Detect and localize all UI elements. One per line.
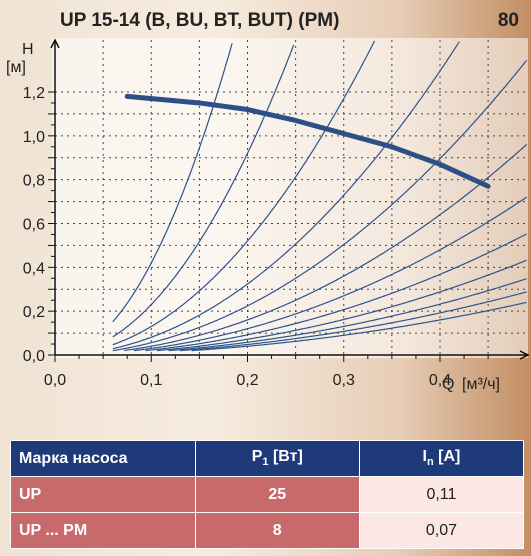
cell-model: UP ... PM (10, 512, 196, 549)
table-row: UP ... PM 8 0,07 (10, 512, 525, 549)
system-curves (112, 40, 528, 352)
x-tick-label: 0,1 (140, 372, 162, 389)
table-header-row: Марка насоса P1 [Вт] In [A] (10, 440, 525, 477)
y-axis-arrow (50, 38, 60, 49)
system-curve-1 (112, 44, 295, 338)
header-power-unit: [Вт] (268, 448, 303, 466)
system-curve-6 (133, 196, 527, 352)
x-axis-arrow (519, 350, 530, 360)
y-tick-label: 0,4 (23, 260, 45, 277)
header-current-symbol: I (422, 448, 427, 466)
data-point-0-0 (126, 95, 128, 97)
y-tick-label: 1,2 (23, 85, 45, 102)
system-curve-11 (191, 301, 527, 352)
cell-model: UP (10, 476, 196, 513)
data-point-0-4 (343, 133, 345, 135)
x-tick-label: 0,4 (429, 372, 451, 389)
y-tick-label: 0,6 (23, 217, 45, 234)
header-power: P1 [Вт] (194, 440, 360, 477)
cell-current: 0,11 (358, 476, 525, 513)
cell-current: 0,07 (358, 512, 525, 549)
axes (48, 38, 530, 362)
data-point-0-1 (198, 102, 200, 104)
system-curve-9 (168, 278, 527, 352)
chart-title: UP 15-14 (B, BU, BT, BUT) (PM) (60, 10, 340, 31)
pump-curve-chart: 0,0 0,2 0,4 0,6 0,8 1,0 1,2 0,0 0,1 0,2 0,3 0,4 H [… (6, 38, 530, 393)
system-curve-5 (124, 144, 528, 352)
data-point-0-3 (295, 119, 297, 121)
data-point-0-6 (439, 163, 441, 165)
data-point-0-5 (391, 146, 393, 148)
cell-power: 8 (194, 512, 360, 549)
header-pump-model: Марка насоса (10, 440, 196, 477)
system-curve-2 (112, 40, 376, 346)
header-current-unit: [A] (433, 448, 461, 466)
y-tick-label: 0,8 (23, 173, 45, 190)
system-curve-0 (112, 43, 233, 323)
y-tick-label: 0,0 (23, 348, 45, 365)
header-current-subscript: n (426, 456, 434, 469)
x-axis-unit: [м³/ч] (462, 376, 500, 393)
x-tick-label: 0,3 (333, 372, 355, 389)
tick-labels: 0,0 0,2 0,4 0,6 0,8 1,0 1,2 0,0 0,1 0,2 0,3 0,4 (23, 85, 451, 389)
header-power-symbol: P (251, 448, 263, 466)
header-power-subscript: 1 (262, 456, 269, 469)
plot-background (52, 38, 528, 358)
system-curve-8 (156, 259, 527, 352)
y-tick-label: 0,2 (23, 304, 45, 321)
grid (55, 40, 528, 355)
page-number: 80 (497, 10, 519, 31)
system-curve-10 (180, 291, 527, 352)
system-curve-3 (112, 41, 460, 350)
table-row: UP 25 0,11 (10, 476, 525, 513)
cell-power: 25 (194, 476, 360, 513)
x-axis-label: Q (442, 376, 454, 393)
x-tick-label: 0,0 (44, 372, 66, 389)
system-curve-4 (112, 59, 528, 352)
data-point-0-2 (247, 109, 248, 111)
series-line-0 (124, 93, 491, 189)
series-group (124, 93, 491, 189)
x-tick-label: 0,2 (236, 372, 258, 389)
system-curve-7 (145, 233, 527, 352)
y-tick-label: 1,0 (23, 129, 45, 146)
y-axis-unit: [м] (6, 59, 26, 76)
y-axis-label: H (22, 41, 34, 58)
data-point-0-7 (487, 185, 489, 187)
pump-spec-table: Марка насоса P1 [Вт] In [A] UP 25 0,11 U… (10, 440, 525, 549)
header-current: In [A] (358, 440, 525, 477)
